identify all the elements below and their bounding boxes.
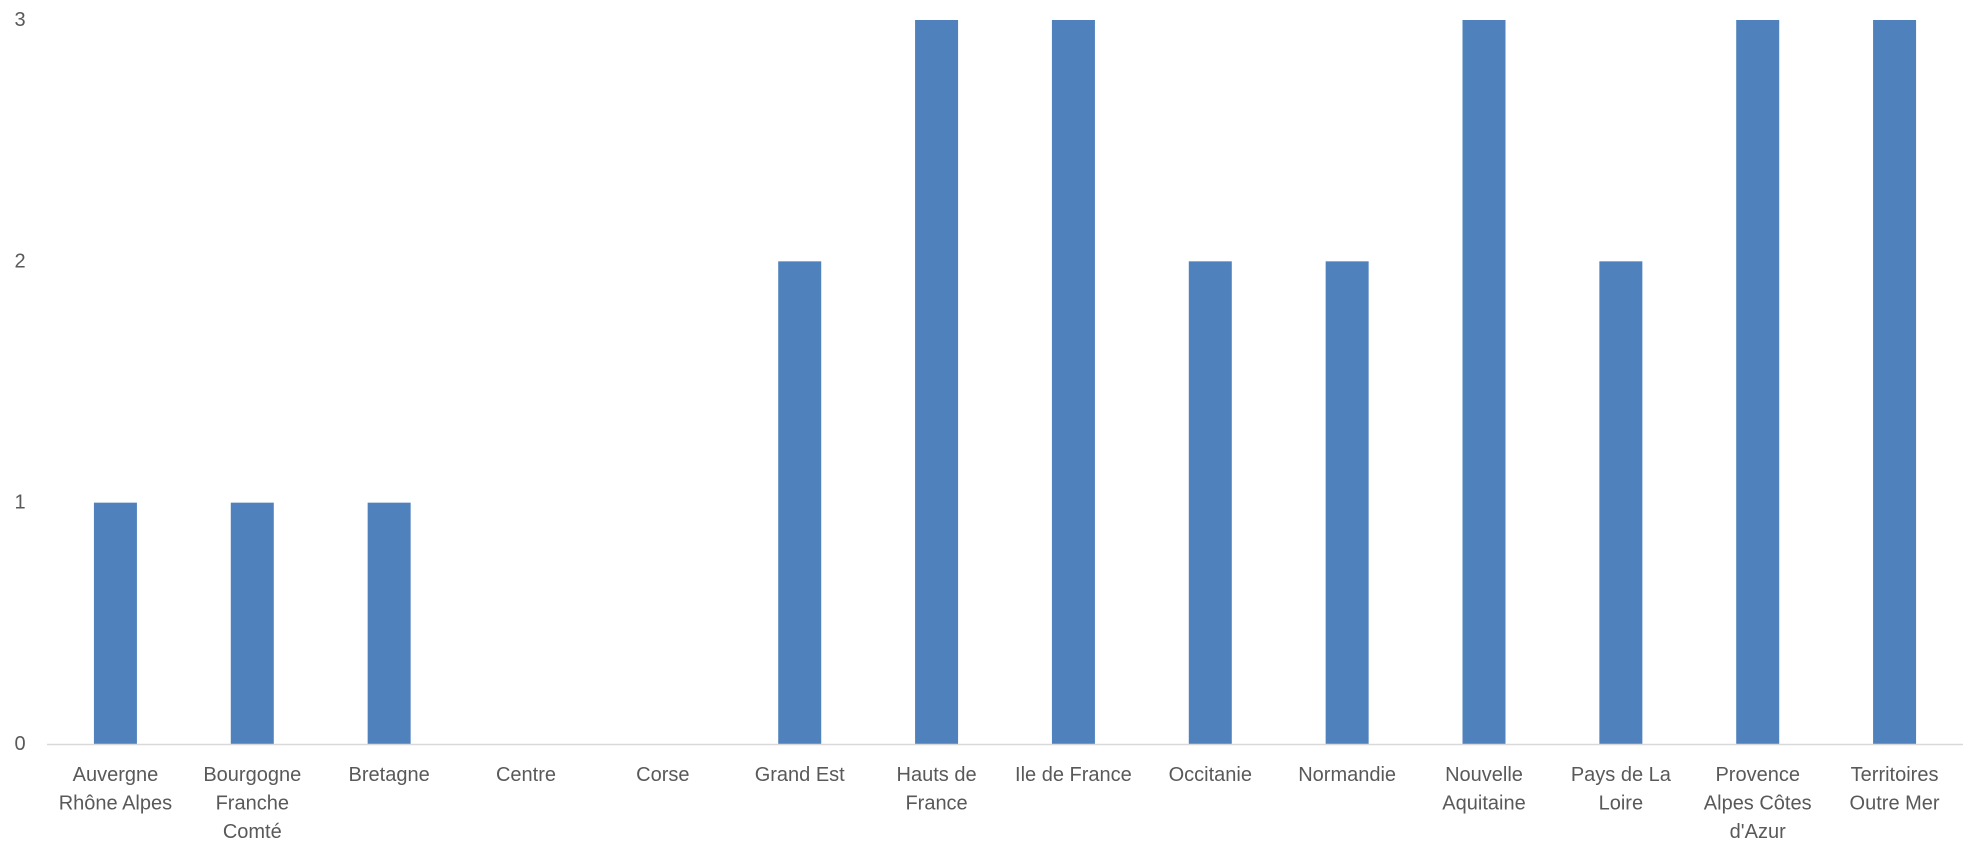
- y-tick-label: 1: [14, 492, 25, 514]
- x-category-label: Corse: [636, 764, 689, 786]
- bar: [1736, 20, 1780, 744]
- x-category-label-line: Hauts de: [897, 764, 977, 786]
- bar: [1188, 261, 1232, 744]
- x-category-label-line: Territoires: [1851, 764, 1939, 786]
- x-category-label-line: Centre: [496, 764, 556, 786]
- x-category-label: Pays de La Loire: [1571, 764, 1672, 815]
- x-category-label-line: Franche: [216, 793, 289, 815]
- y-tick-label: 0: [14, 733, 25, 755]
- bar: [1051, 20, 1095, 744]
- x-category-label-line: Bourgogne: [203, 764, 301, 786]
- x-category-label: Hauts de France: [897, 764, 977, 815]
- x-category-label: Bretagne: [349, 764, 430, 786]
- x-category-label-line: France: [905, 793, 967, 815]
- y-axis-tick-labels: 0 1 2 3: [14, 9, 25, 755]
- x-category-label: Ile de France: [1015, 764, 1132, 786]
- bar: [1325, 261, 1369, 744]
- y-tick-label: 3: [14, 9, 25, 31]
- bar: [1873, 20, 1917, 744]
- bar: [1462, 20, 1506, 744]
- bar: [915, 20, 959, 744]
- x-axis-category-labels: Auvergne Rhône Alpes Bourgogne Franche Comté…: [59, 764, 1940, 843]
- x-category-label-line: Auvergne: [73, 764, 159, 786]
- x-category-label-line: Rhône Alpes: [59, 793, 172, 815]
- x-category-label-line: Nouvelle: [1445, 764, 1523, 786]
- bar: [93, 502, 137, 744]
- x-category-label-line: Occitanie: [1169, 764, 1252, 786]
- x-category-label-line: Provence: [1715, 764, 1800, 786]
- bars: [93, 20, 1917, 744]
- x-category-label-line: Ile de France: [1015, 764, 1132, 786]
- x-category-label-line: Grand Est: [755, 764, 845, 786]
- x-category-label-line: Aquitaine: [1442, 793, 1525, 815]
- x-category-label-line: Alpes Côtes: [1704, 793, 1812, 815]
- x-category-label-line: d'Azur: [1730, 821, 1786, 843]
- x-category-label-line: Bretagne: [349, 764, 430, 786]
- y-tick-label: 2: [14, 250, 25, 272]
- x-category-label-line: Outre Mer: [1850, 793, 1940, 815]
- x-category-label: Provence Alpes Côtes d'Azur: [1704, 764, 1812, 843]
- x-category-label: Normandie: [1298, 764, 1396, 786]
- x-category-label: Auvergne Rhône Alpes: [59, 764, 172, 815]
- x-category-label-line: Normandie: [1298, 764, 1396, 786]
- x-category-label: Nouvelle Aquitaine: [1442, 764, 1525, 815]
- bar: [367, 502, 411, 744]
- x-category-label: Bourgogne Franche Comté: [203, 764, 301, 843]
- x-category-label-line: Corse: [636, 764, 689, 786]
- x-category-label-line: Loire: [1599, 793, 1643, 815]
- bar: [1599, 261, 1643, 744]
- x-category-label: Grand Est: [755, 764, 845, 786]
- bar: [230, 502, 274, 744]
- x-category-label: Occitanie: [1169, 764, 1252, 786]
- x-category-label-line: Pays de La: [1571, 764, 1672, 786]
- x-category-label: Centre: [496, 764, 556, 786]
- x-category-label: Territoires Outre Mer: [1850, 764, 1940, 815]
- x-category-label-line: Comté: [223, 821, 282, 843]
- bar: [778, 261, 822, 744]
